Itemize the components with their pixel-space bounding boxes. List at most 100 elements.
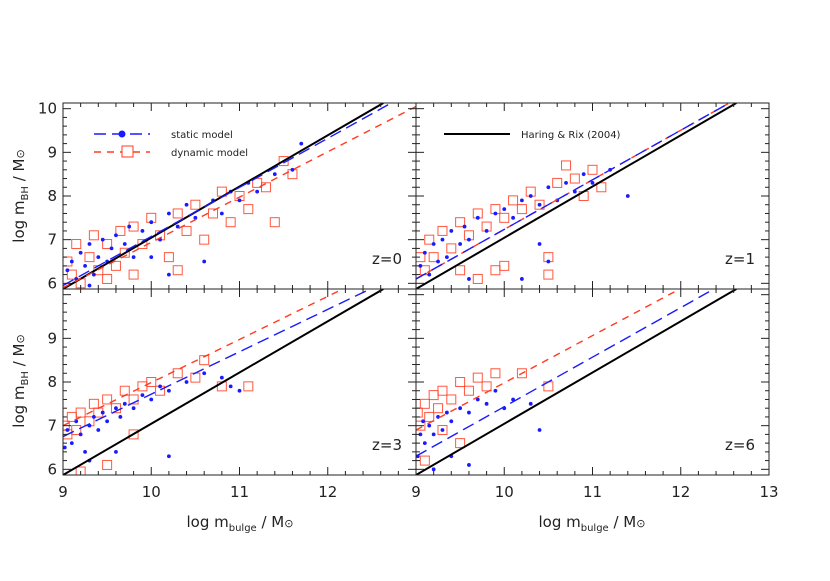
static-point — [83, 449, 87, 454]
dynamic-point — [146, 377, 157, 387]
panel-redshift-label: z=6 — [725, 436, 755, 454]
y-axis-label-top: log mBH / M⊙ — [10, 149, 31, 242]
x-tick-label: 9 — [58, 483, 68, 501]
y-tick-label: 9 — [47, 143, 57, 161]
x-tick-label: 12 — [671, 483, 690, 501]
static-point — [118, 415, 123, 419]
dynamic-point — [172, 368, 183, 379]
panel-redshift-label: z=3 — [372, 436, 402, 454]
static-point — [493, 388, 498, 393]
static-point — [202, 259, 207, 264]
panel-frame — [415, 288, 770, 476]
dynamic-point — [455, 217, 466, 228]
static-point — [493, 211, 498, 216]
dynamic-point — [508, 195, 519, 206]
dynamic-point — [163, 252, 174, 263]
static-point — [449, 229, 454, 233]
dynamic-point — [481, 381, 492, 392]
y-tick-label: 7 — [47, 231, 57, 249]
dynamic-point — [128, 269, 139, 280]
x-tick-label: 11 — [230, 483, 249, 501]
dynamic-point — [463, 385, 474, 396]
dynamic-point — [190, 199, 201, 210]
static-point — [546, 185, 551, 190]
y-tick-label: 8 — [47, 187, 57, 205]
dynamic-point — [102, 394, 113, 405]
dynamic-point — [260, 182, 271, 193]
dynamic-point — [424, 234, 435, 245]
reference-line — [416, 289, 737, 475]
x-tick-label: 10 — [142, 483, 161, 501]
static-point — [78, 432, 83, 437]
static-point — [467, 463, 471, 467]
static-point — [564, 181, 568, 185]
static-point — [502, 207, 507, 211]
dynamic-point — [490, 368, 501, 379]
x-axis-label-left: log mbulge / M⊙ — [187, 513, 294, 534]
static-point — [69, 441, 74, 446]
static-point — [520, 277, 524, 281]
dynamic-point — [516, 368, 527, 379]
x-axis-label-right: log mbulge / M⊙ — [539, 513, 646, 534]
dynamic-point — [416, 420, 426, 431]
dynamic-point — [75, 466, 86, 475]
static-point — [149, 255, 154, 260]
static-point — [290, 167, 295, 172]
static-fit-line — [63, 103, 392, 287]
reference-line — [63, 289, 384, 475]
plot-area — [63, 103, 416, 289]
dynamic-point — [472, 372, 483, 383]
dynamic-point — [543, 269, 554, 280]
static-point — [184, 380, 189, 384]
static-point — [184, 202, 189, 207]
dynamic-point — [416, 252, 426, 263]
static-point — [65, 268, 70, 273]
static-fit-line — [416, 289, 712, 457]
reference-line — [416, 103, 737, 289]
static-point — [100, 410, 105, 415]
static-point — [431, 242, 436, 246]
dynamic-point — [172, 265, 183, 276]
static-point — [175, 224, 180, 229]
static-point — [167, 211, 171, 216]
static-point — [444, 410, 449, 415]
dynamic-point — [181, 225, 192, 236]
static-point — [528, 401, 533, 406]
legend-reference-label: Haring & Rix (2004) — [521, 130, 621, 141]
static-point — [78, 250, 83, 255]
static-point — [421, 419, 425, 424]
dynamic-point — [472, 273, 483, 284]
static-point — [109, 246, 114, 251]
static-point — [537, 428, 542, 432]
dynamic-point — [119, 247, 130, 258]
static-point — [581, 172, 586, 177]
dynamic-point — [243, 381, 254, 392]
panel-z=6: z=6 9 10 11 12 13 — [411, 288, 779, 501]
dynamic-point — [516, 204, 527, 215]
dynamic-point — [499, 260, 510, 271]
y-tick-label: 9 — [47, 329, 57, 347]
static-point — [272, 172, 277, 177]
static-point — [431, 432, 436, 437]
dynamic-point — [534, 199, 545, 210]
static-point — [158, 384, 162, 389]
dynamic-point — [88, 398, 99, 409]
static-point — [69, 259, 74, 264]
static-point — [140, 393, 145, 397]
static-point — [422, 441, 427, 446]
dynamic-point — [455, 438, 466, 449]
static-point — [422, 250, 427, 255]
panel-z=0: z=0 6 7 8 9 10 — [38, 100, 417, 292]
static-point — [528, 194, 533, 198]
dynamic-point — [587, 164, 598, 175]
dynamic-point — [88, 230, 99, 241]
dynamic-point — [102, 239, 113, 250]
dynamic-point — [110, 403, 121, 414]
static-point — [114, 449, 118, 454]
static-point — [91, 415, 96, 419]
plot-area — [416, 289, 737, 475]
dynamic-fit-line — [63, 289, 341, 427]
dynamic-fit-line — [416, 289, 678, 431]
legend: static model dynamic model Haring & Rix … — [94, 130, 621, 159]
